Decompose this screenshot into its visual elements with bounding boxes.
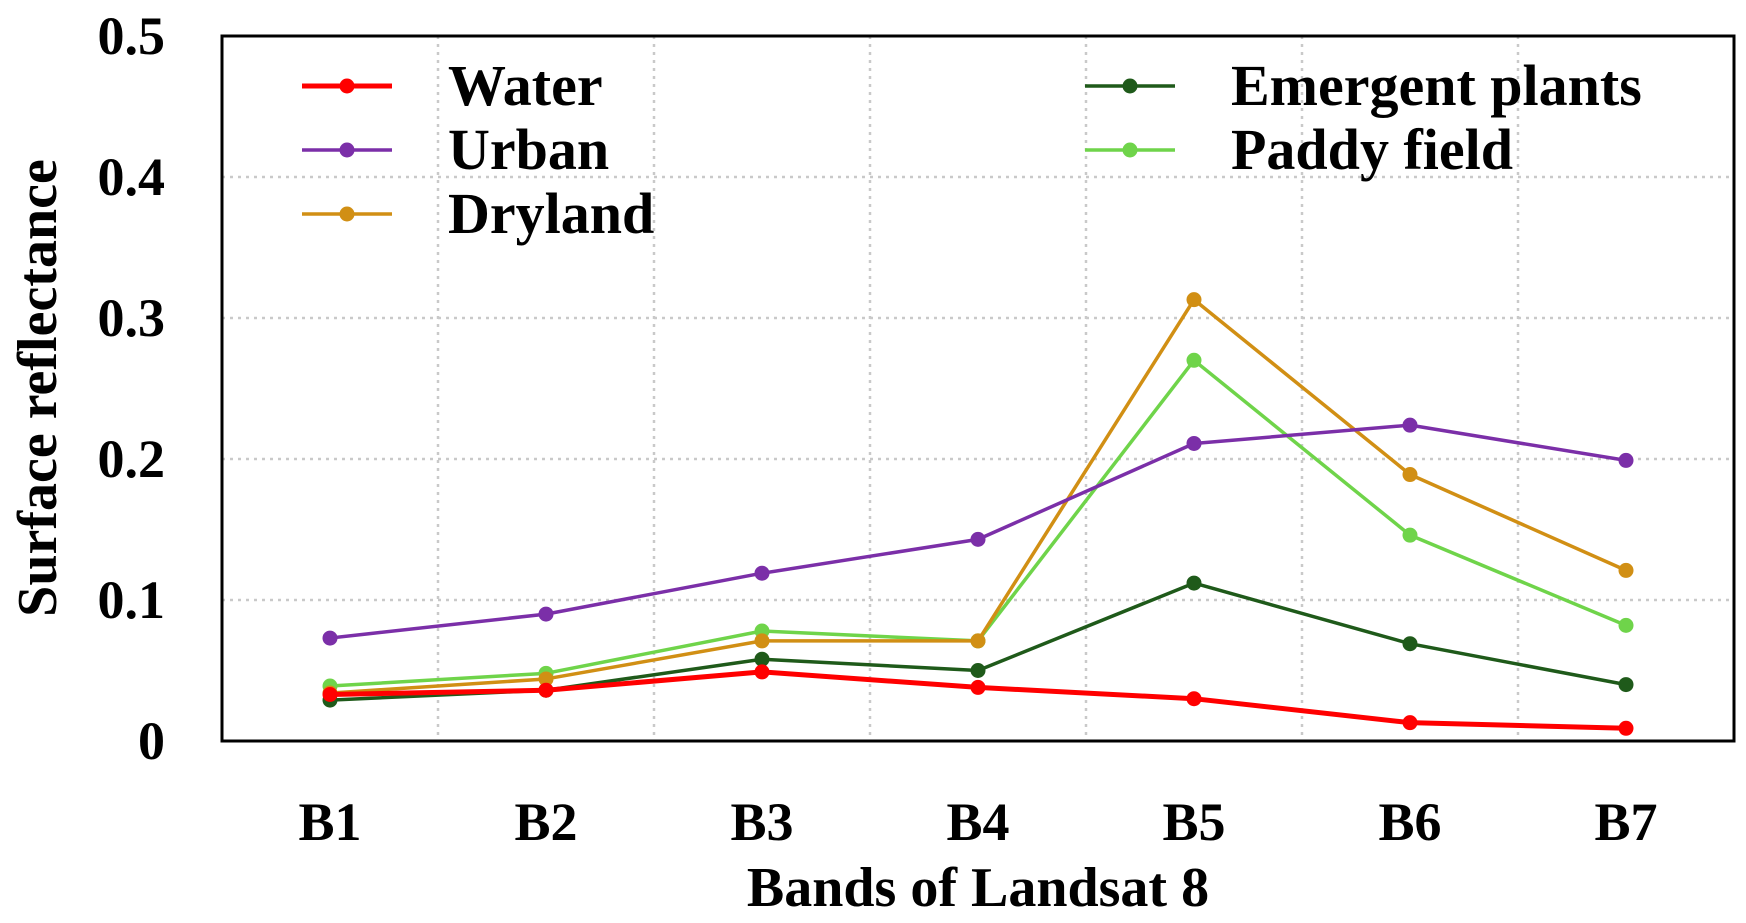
y-tick-label-3: 0.3 (98, 288, 166, 348)
data-point-urban-B6 (1402, 417, 1418, 433)
data-point-paddy-field-B6 (1402, 527, 1418, 543)
series-urban (322, 417, 1634, 646)
data-point-urban-B4 (970, 531, 986, 547)
data-point-urban-B3 (754, 565, 770, 581)
legend-swatch-marker-water (339, 78, 355, 94)
data-point-dryland-B2 (538, 671, 554, 687)
y-tick-label-1: 0.1 (98, 570, 166, 630)
data-point-paddy-field-B7 (1618, 617, 1634, 633)
data-point-water-B7 (1618, 720, 1634, 736)
x-tick-label-B5: B5 (1162, 792, 1225, 852)
y-tick-label-5: 0.5 (98, 6, 166, 66)
data-point-water-B2 (538, 682, 554, 698)
legend-swatch-marker-urban (339, 142, 355, 158)
data-point-urban-B7 (1618, 452, 1634, 468)
legend-item-paddy-field: Paddy field (1085, 117, 1513, 182)
data-point-emergent-plants-B7 (1618, 677, 1634, 693)
legend-swatch-marker-dryland (339, 206, 355, 222)
data-point-dryland-B7 (1618, 562, 1634, 578)
data-point-dryland-B5 (1186, 292, 1202, 308)
series-lines (322, 292, 1634, 736)
y-tick-label-0: 0 (138, 711, 165, 771)
x-axis-title: Bands of Landsat 8 (747, 857, 1209, 919)
x-tick-label-B7: B7 (1594, 792, 1657, 852)
data-point-urban-B1 (322, 630, 338, 646)
legend-label-paddy-field: Paddy field (1231, 117, 1513, 182)
data-point-emergent-plants-B4 (970, 663, 986, 678)
data-point-water-B5 (1186, 691, 1202, 707)
x-tick-label-B4: B4 (946, 792, 1009, 852)
data-point-water-B1 (322, 686, 338, 702)
data-point-urban-B2 (538, 606, 554, 622)
legend-item-water: Water (302, 53, 603, 118)
data-point-urban-B5 (1186, 435, 1202, 451)
data-point-emergent-plants-B5 (1186, 575, 1202, 591)
legend-item-emergent-plants: Emergent plants (1085, 53, 1642, 118)
data-point-water-B3 (754, 664, 770, 680)
legend-swatch-marker-paddy-field (1122, 142, 1138, 158)
x-tick-labels: B1 B2 B3 B4 B5 B6 B7 (298, 792, 1657, 852)
legend-label-dryland: Dryland (448, 181, 654, 246)
data-point-dryland-B4 (970, 633, 986, 649)
x-tick-label-B1: B1 (298, 792, 361, 852)
x-tick-label-B3: B3 (730, 792, 793, 852)
legend-label-urban: Urban (448, 117, 609, 182)
y-tick-label-2: 0.2 (98, 429, 166, 489)
series-water (322, 664, 1634, 736)
legend-item-dryland: Dryland (302, 181, 654, 246)
legend-label-water: Water (448, 53, 603, 118)
y-tick-label-4: 0.4 (98, 147, 166, 207)
data-point-emergent-plants-B6 (1402, 636, 1418, 652)
data-point-water-B6 (1402, 715, 1418, 731)
y-tick-labels: 0 0.1 0.2 0.3 0.4 0.5 (98, 6, 166, 771)
legend-swatch-marker-emergent-plants (1122, 78, 1138, 94)
y-axis-title: Surface reflectance (7, 159, 69, 617)
data-point-paddy-field-B5 (1186, 352, 1202, 368)
plot-area-frame (220, 34, 1736, 743)
data-point-dryland-B6 (1402, 467, 1418, 483)
data-point-emergent-plants-B3 (754, 651, 770, 667)
x-tick-label-B6: B6 (1378, 792, 1441, 852)
data-point-water-B4 (970, 679, 986, 695)
data-point-dryland-B3 (754, 633, 770, 649)
legend-item-urban: Urban (302, 117, 609, 182)
x-tick-label-B2: B2 (514, 792, 577, 852)
legend-label-emergent-plants: Emergent plants (1231, 53, 1642, 118)
